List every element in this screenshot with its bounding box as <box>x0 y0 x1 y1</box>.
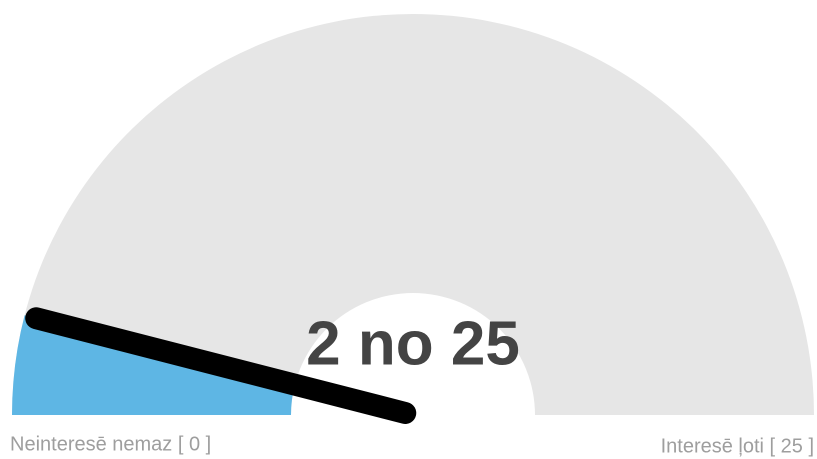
max-label: Interesē ļoti [ 25 ] <box>661 435 814 457</box>
value-label: 2 no 25 <box>306 309 520 378</box>
gauge <box>12 14 814 425</box>
needle <box>25 307 417 425</box>
gauge-track <box>12 14 814 415</box>
min-label: Neinteresē nemaz [ 0 ] <box>10 433 211 455</box>
